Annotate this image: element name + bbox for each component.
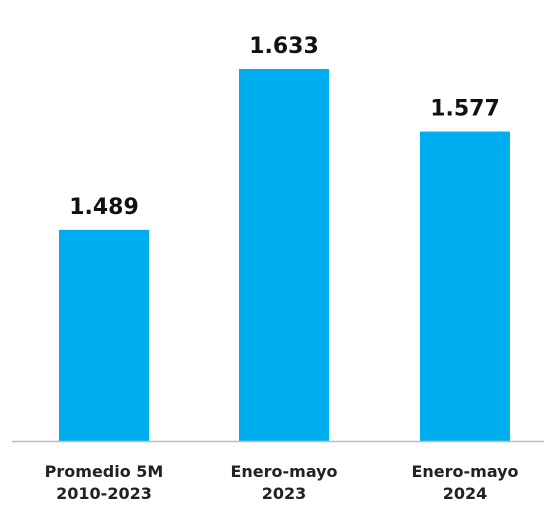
category-label-1-line-1: Promedio 5M <box>45 462 164 481</box>
bar-2 <box>239 68 329 442</box>
category-label-2-line-2: 2023 <box>262 484 307 503</box>
value-label-3: 1.577 <box>430 97 500 122</box>
value-label-2: 1.633 <box>249 34 319 59</box>
category-labels-group: Promedio 5M 2010-2023 Enero-mayo 2023 Enero-… <box>45 462 519 503</box>
value-labels-group: 1.489 1.633 1.577 <box>69 34 500 220</box>
category-label-3-line-2: 2024 <box>443 484 488 503</box>
category-label-2-line-1: Enero-mayo <box>230 462 337 481</box>
bar-3 <box>420 131 510 441</box>
category-label-3-line-1: Enero-mayo <box>411 462 518 481</box>
bar-1 <box>59 229 149 441</box>
value-label-1: 1.489 <box>69 195 139 220</box>
bars-group <box>59 68 510 442</box>
category-label-1-line-2: 2010-2023 <box>56 484 152 503</box>
